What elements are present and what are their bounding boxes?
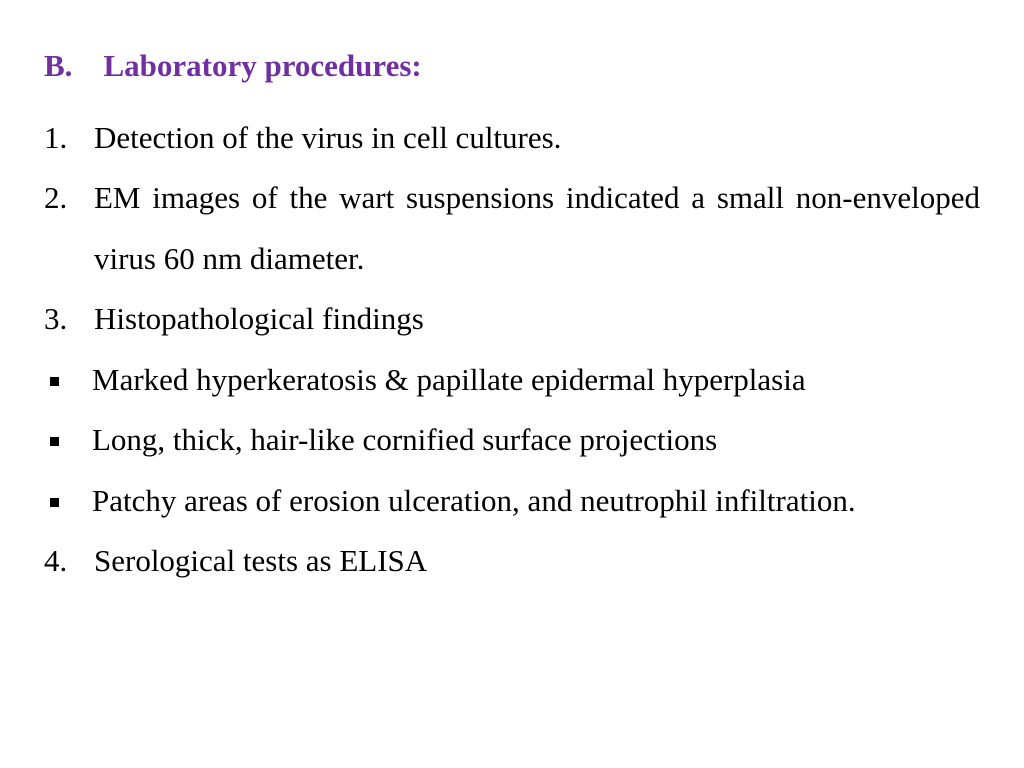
bullet-item: Long, thick, hair-like cornified surface… — [44, 410, 980, 470]
bullet-marker — [44, 410, 92, 470]
list-text: EM images of the wart suspensions indica… — [94, 168, 980, 289]
list-text: Serological tests as ELISA — [94, 531, 980, 591]
list-marker: 1. — [44, 108, 94, 168]
numbered-item: 4.Serological tests as ELISA — [44, 531, 980, 591]
section-heading: B. Laboratory procedures: — [44, 48, 980, 84]
bullet-item: Patchy areas of erosion ulceration, and … — [44, 471, 980, 531]
square-bullet-icon — [50, 498, 59, 507]
square-bullet-icon — [50, 377, 59, 386]
list-marker: 2. — [44, 168, 94, 289]
bullet-item: Marked hyperkeratosis & papillate epider… — [44, 350, 980, 410]
bullet-text: Patchy areas of erosion ulceration, and … — [92, 471, 980, 531]
numbered-item: 2.EM images of the wart suspensions indi… — [44, 168, 980, 289]
list-text: Detection of the virus in cell cultures. — [94, 108, 980, 168]
list-marker: 3. — [44, 289, 94, 349]
bullet-marker — [44, 471, 92, 531]
numbered-item: 1.Detection of the virus in cell culture… — [44, 108, 980, 168]
bullet-text: Long, thick, hair-like cornified surface… — [92, 410, 980, 470]
heading-marker: B. — [44, 48, 72, 83]
list-text: Histopathological findings — [94, 289, 980, 349]
square-bullet-icon — [50, 437, 59, 446]
heading-text: Laboratory procedures: — [103, 48, 421, 83]
bullet-text: Marked hyperkeratosis & papillate epider… — [92, 350, 980, 410]
content-list: 1.Detection of the virus in cell culture… — [44, 108, 980, 592]
numbered-item: 3.Histopathological findings — [44, 289, 980, 349]
bullet-marker — [44, 350, 92, 410]
list-marker: 4. — [44, 531, 94, 591]
